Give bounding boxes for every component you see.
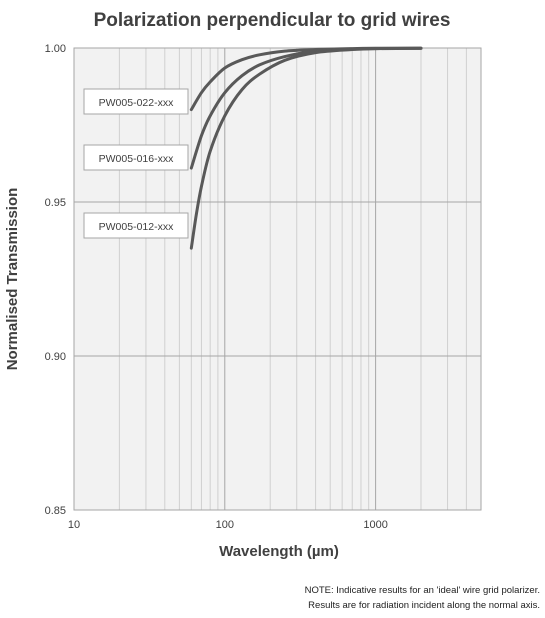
series-label-box [83, 88, 189, 115]
note-line-1: NOTE: Indicative results for an 'ideal' … [304, 585, 540, 596]
x-tick-label: 10 [68, 519, 80, 531]
x-tick-label: 1000 [363, 519, 387, 531]
y-tick-label: 1.00 [45, 43, 66, 55]
series-labels: PW005-022-xxx PW005-016-xxx PW005-012-xxx [83, 88, 189, 239]
series-line [189, 46, 423, 250]
y-axis-label: Normalised Transmission [4, 188, 21, 371]
y-tick-label: 0.90 [45, 351, 66, 363]
x-tick-labels: 10 100 1000 [68, 519, 388, 531]
chart-title: Polarization perpendicular to grid wires [94, 10, 451, 31]
series-label-box [83, 144, 189, 171]
series-label: PW005-016-xxx [99, 153, 174, 165]
x-axis-label: Wavelength (µm) [219, 543, 339, 560]
chart-note: NOTE: Indicative results for an 'ideal' … [250, 583, 540, 613]
note-line-2: Results are for radiation incident along… [308, 600, 540, 611]
series-label: PW005-022-xxx [99, 97, 174, 109]
minor-grid [118, 48, 467, 510]
series-label: PW005-012-xxx [99, 221, 174, 233]
y-tick-label: 0.85 [45, 505, 66, 517]
plot-area [73, 47, 482, 511]
y-tick-labels: 0.85 0.90 0.95 1.00 [45, 43, 66, 517]
series-lines [189, 46, 423, 250]
series-label-box [83, 212, 189, 239]
y-tick-label: 0.95 [45, 197, 66, 209]
x-tick-label: 100 [216, 519, 234, 531]
